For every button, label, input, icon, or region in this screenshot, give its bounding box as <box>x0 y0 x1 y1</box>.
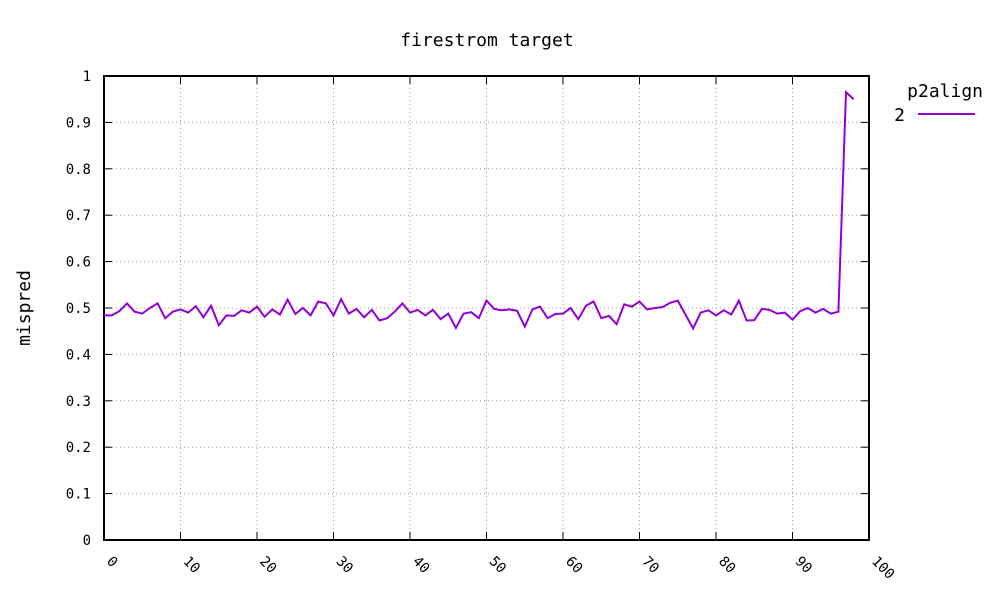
chart-title: firestrom target <box>400 30 573 51</box>
x-tick-label: 40 <box>409 554 432 577</box>
y-tick-label: 0.5 <box>66 301 91 317</box>
y-tick-label: 0 <box>83 533 91 549</box>
y-tick-label: 0.8 <box>66 162 91 178</box>
y-axis: 0 0.1 0.2 0.3 0.4 0.5 0.6 0.7 0.8 0.9 1 <box>66 69 869 549</box>
x-tick-label: 100 <box>868 554 897 583</box>
x-tick-label: 50 <box>486 554 509 577</box>
y-tick-label: 0.9 <box>66 115 91 131</box>
x-tick-label: 10 <box>180 554 203 577</box>
y-tick-label: 0.1 <box>66 487 91 503</box>
y-tick-label: 0.4 <box>66 347 91 363</box>
x-tick-label: 0 <box>103 554 120 571</box>
x-tick-label: 60 <box>562 554 585 577</box>
x-axis: 0 10 20 30 40 50 60 70 80 90 100 <box>103 76 897 583</box>
x-tick-label: 20 <box>256 554 279 577</box>
y-tick-label: 0.7 <box>66 208 91 224</box>
y-tick-label: 1 <box>83 69 91 85</box>
grid-lines <box>104 76 869 540</box>
series-line <box>104 90 855 331</box>
y-tick-label: 0.3 <box>66 394 91 410</box>
y-tick-label: 0.2 <box>66 440 91 456</box>
y-axis-label: mispred <box>14 270 35 346</box>
y-tick-label: 0.6 <box>66 255 91 271</box>
x-tick-label: 70 <box>639 554 662 577</box>
x-tick-label: 80 <box>715 554 738 577</box>
legend-entry-label: 2 <box>894 105 905 126</box>
x-tick-label: 90 <box>792 554 815 577</box>
legend: p2align 2 <box>894 81 983 126</box>
legend-title: p2align <box>907 81 983 102</box>
series-lines <box>104 90 855 331</box>
x-tick-label: 30 <box>333 554 356 577</box>
